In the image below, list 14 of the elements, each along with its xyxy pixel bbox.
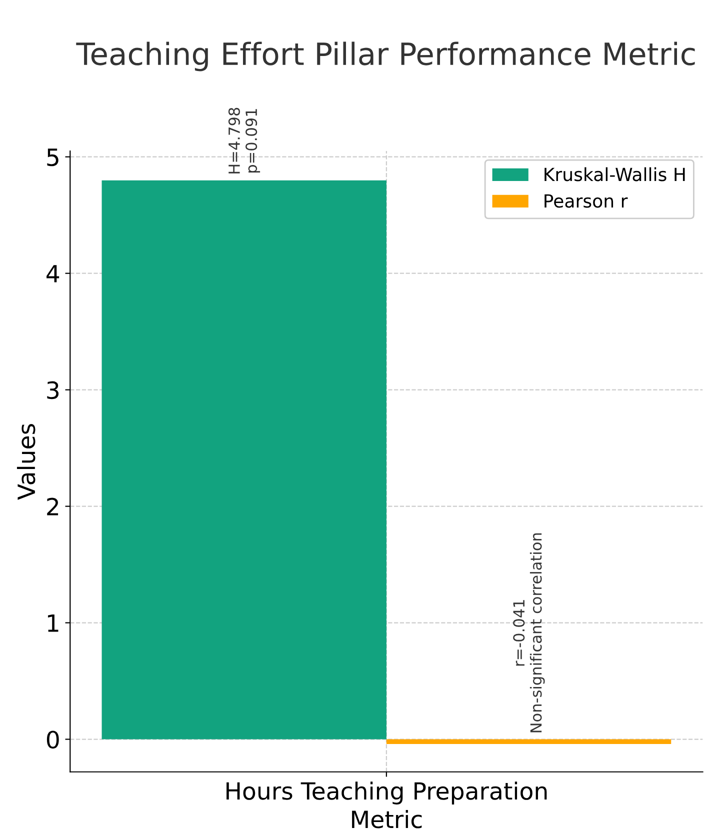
annotation: H=4.798 p=0.091 <box>228 108 260 174</box>
y-axis-title: Values <box>16 424 36 500</box>
y-tick-label: 5 <box>47 148 58 166</box>
y-tick-label: 2 <box>47 498 58 516</box>
legend-label: Kruskal-Wallis H <box>544 167 685 182</box>
y-tick-label: 3 <box>47 381 59 400</box>
legend-label: Pearson r <box>544 194 628 208</box>
y-tick-label: 4 <box>46 265 60 282</box>
chart-title: Teaching Effort Pillar Performance Metric <box>76 42 695 72</box>
annotation: r=-0.041 Non-significant correlation <box>513 533 545 732</box>
y-tick-label: 0 <box>46 730 59 749</box>
y-tick-label: 1 <box>48 614 58 632</box>
x-tick-label: Hours Teaching Preparation <box>226 782 547 804</box>
x-axis-title: Metric <box>352 810 422 828</box>
